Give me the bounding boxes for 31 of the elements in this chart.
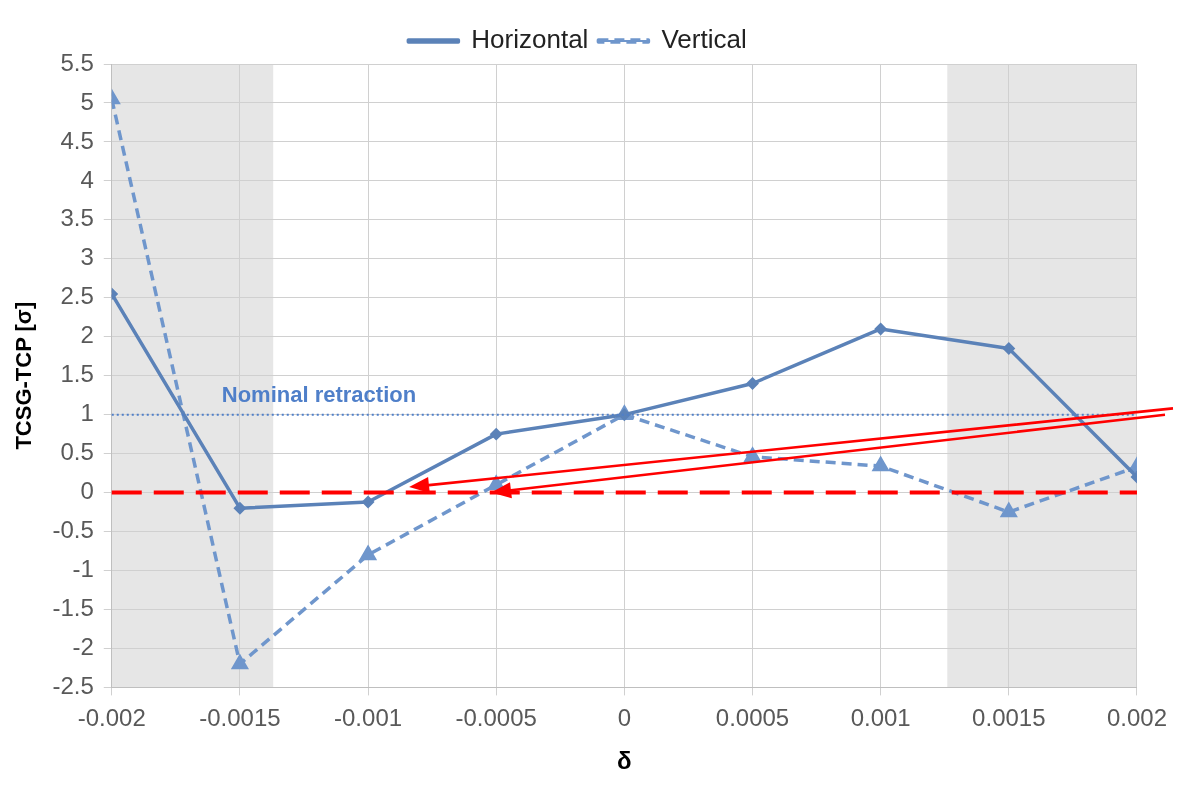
y-tick-label: -1.5 <box>52 594 94 622</box>
y-tick-label: 2.5 <box>60 282 94 310</box>
y-tick-label: 3.5 <box>60 204 94 232</box>
y-tick-label: 4.5 <box>60 126 94 154</box>
y-tick-label: 3 <box>80 243 94 271</box>
y-tick-label: 4 <box>80 165 94 193</box>
x-tick-label: -0.0015 <box>199 704 281 732</box>
x-tick-label: -0.001 <box>334 704 403 732</box>
y-tick-label: 5.5 <box>60 48 94 76</box>
y-tick-label: 0.5 <box>60 438 94 466</box>
y-tick-label: 0 <box>80 477 94 505</box>
x-axis-title: δ <box>617 747 632 775</box>
y-tick-label: 5 <box>80 87 94 115</box>
y-tick-label: -2.5 <box>52 672 94 700</box>
y-tick-label: 1 <box>80 399 94 427</box>
y-tick-label: 2 <box>80 321 94 349</box>
y-tick-label: -1 <box>72 555 94 583</box>
x-tick-label: 0.0005 <box>715 704 790 732</box>
y-tick-label: 1.5 <box>60 360 94 388</box>
x-tick-label: 0 <box>617 704 632 732</box>
y-tick-label: -0.5 <box>52 516 94 544</box>
x-tick-label: -0.002 <box>77 704 146 732</box>
x-tick-label: 0.0015 <box>972 704 1046 732</box>
x-tick-label: 0.002 <box>1106 704 1167 732</box>
x-tick-label: 0.001 <box>850 704 911 732</box>
ref-line-label: Nominal retraction <box>221 381 417 407</box>
y-tick-label: -2 <box>72 633 94 661</box>
legend-label: Horizontal <box>471 24 589 55</box>
x-tick-label: -0.0005 <box>455 704 537 732</box>
legend-label: Vertical <box>661 24 747 55</box>
y-axis-title: TCSG-TCP [σ] <box>11 301 37 450</box>
